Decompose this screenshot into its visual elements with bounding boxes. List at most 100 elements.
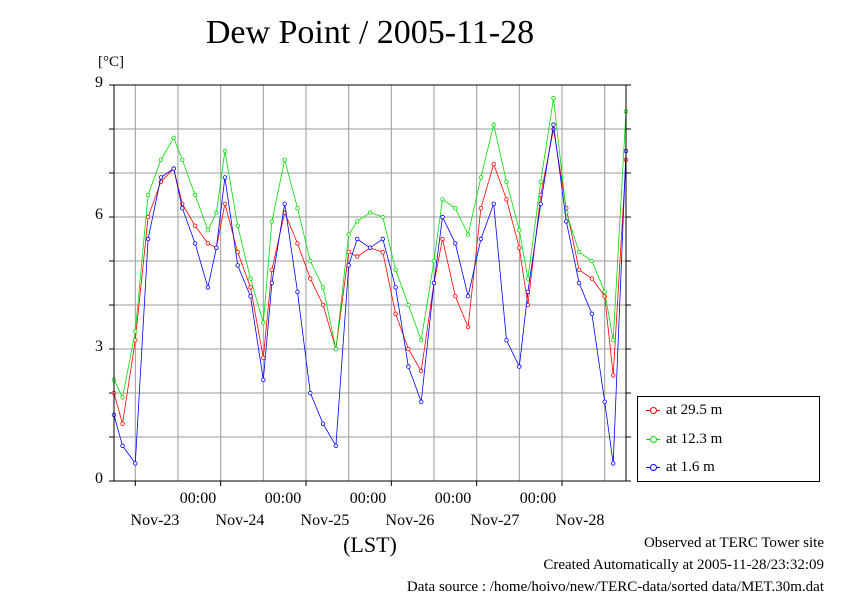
legend-marker [646, 462, 660, 472]
data-point [235, 249, 240, 255]
x-time-tick-label: 00:00 [264, 490, 302, 507]
data-point [380, 249, 385, 255]
legend: at 29.5 m at 12.3 m at 1.6 m [637, 396, 820, 482]
data-point [120, 421, 125, 426]
x-time-tick-label: 00:00 [179, 490, 217, 507]
data-point [564, 219, 569, 224]
data-point [453, 205, 458, 211]
data-point [120, 395, 125, 400]
y-tick-label: 3 [95, 338, 103, 355]
data-point [320, 302, 326, 308]
series-line-2 [113, 124, 627, 465]
data-point [589, 276, 595, 281]
data-point [491, 201, 496, 206]
data-point [269, 219, 275, 224]
legend-marker [646, 405, 660, 415]
data-point [355, 236, 360, 242]
y-tick-label: 6 [95, 206, 103, 223]
data-point [261, 320, 266, 325]
data-point [295, 289, 300, 294]
data-point [320, 285, 326, 290]
x-time-tick-label: 00:00 [434, 490, 472, 507]
data-point [145, 192, 151, 198]
data-point [333, 443, 339, 448]
x-date-label: Nov-24 [215, 512, 265, 529]
data-point [440, 236, 445, 242]
x-date-label: Nov-23 [130, 512, 180, 529]
data-point [192, 241, 198, 246]
data-point [355, 254, 360, 259]
data-point [406, 302, 411, 308]
data-point [465, 232, 471, 237]
data-point [248, 294, 253, 299]
data-point [611, 373, 616, 378]
series-line-0 [113, 128, 627, 424]
data-point [538, 201, 543, 206]
footer-created: Created Automatically at 2005-11-28/23:3… [543, 557, 824, 573]
data-point [504, 338, 509, 343]
x-date-label: Nov-26 [385, 512, 435, 529]
data-point [440, 214, 445, 220]
data-point [380, 236, 385, 242]
data-point [308, 390, 313, 396]
data-point [367, 245, 373, 250]
data-point [611, 461, 616, 466]
data-point [261, 377, 266, 382]
data-point [465, 324, 471, 330]
data-point [205, 241, 211, 246]
data-point [406, 364, 411, 369]
data-point [171, 135, 176, 140]
data-point [346, 232, 351, 237]
x-time-tick-label: 00:00 [349, 490, 387, 507]
data-point [380, 214, 385, 220]
data-point [589, 258, 595, 264]
data-point [180, 157, 185, 162]
data-point [355, 219, 360, 224]
data-point [491, 122, 496, 127]
series-line-1 [113, 98, 627, 399]
data-point [602, 289, 607, 294]
data-point [538, 179, 543, 184]
data-point [589, 311, 595, 316]
data-point [367, 210, 373, 215]
data-point [214, 245, 219, 250]
data-point [158, 175, 164, 180]
data-point [295, 241, 300, 246]
x-date-label: Nov-28 [555, 512, 605, 529]
legend-item-12-3m: at 12.3 m [646, 430, 722, 448]
legend-label: at 29.5 m [666, 401, 723, 418]
legend-label: at 12.3 m [666, 430, 723, 447]
data-point [171, 166, 176, 171]
data-point [419, 338, 424, 343]
data-point [222, 148, 228, 154]
data-point [504, 197, 509, 202]
data-point [158, 157, 164, 162]
data-point [295, 205, 300, 211]
data-point [205, 227, 211, 233]
data-point [269, 267, 275, 272]
data-point [235, 263, 240, 268]
data-point [346, 263, 351, 268]
data-point [525, 276, 531, 281]
data-point [248, 276, 253, 281]
data-point [180, 205, 185, 211]
data-point [133, 329, 138, 334]
legend-marker [646, 434, 660, 444]
chart-title: Dew Point / 2005-11-28 [205, 14, 535, 51]
data-point [525, 289, 531, 294]
data-point [517, 364, 522, 369]
data-point [269, 280, 275, 286]
data-point [406, 346, 411, 352]
data-point [465, 294, 471, 299]
data-point [602, 399, 607, 404]
data-point [419, 399, 424, 404]
footer-source: Data source : /home/hoivo/new/TERC-data/… [406, 579, 824, 595]
data-point [478, 175, 484, 180]
data-point [192, 223, 198, 228]
data-point [478, 236, 484, 242]
data-point [431, 258, 437, 264]
data-point [393, 311, 398, 316]
data-point [282, 157, 287, 162]
data-point [120, 443, 125, 448]
